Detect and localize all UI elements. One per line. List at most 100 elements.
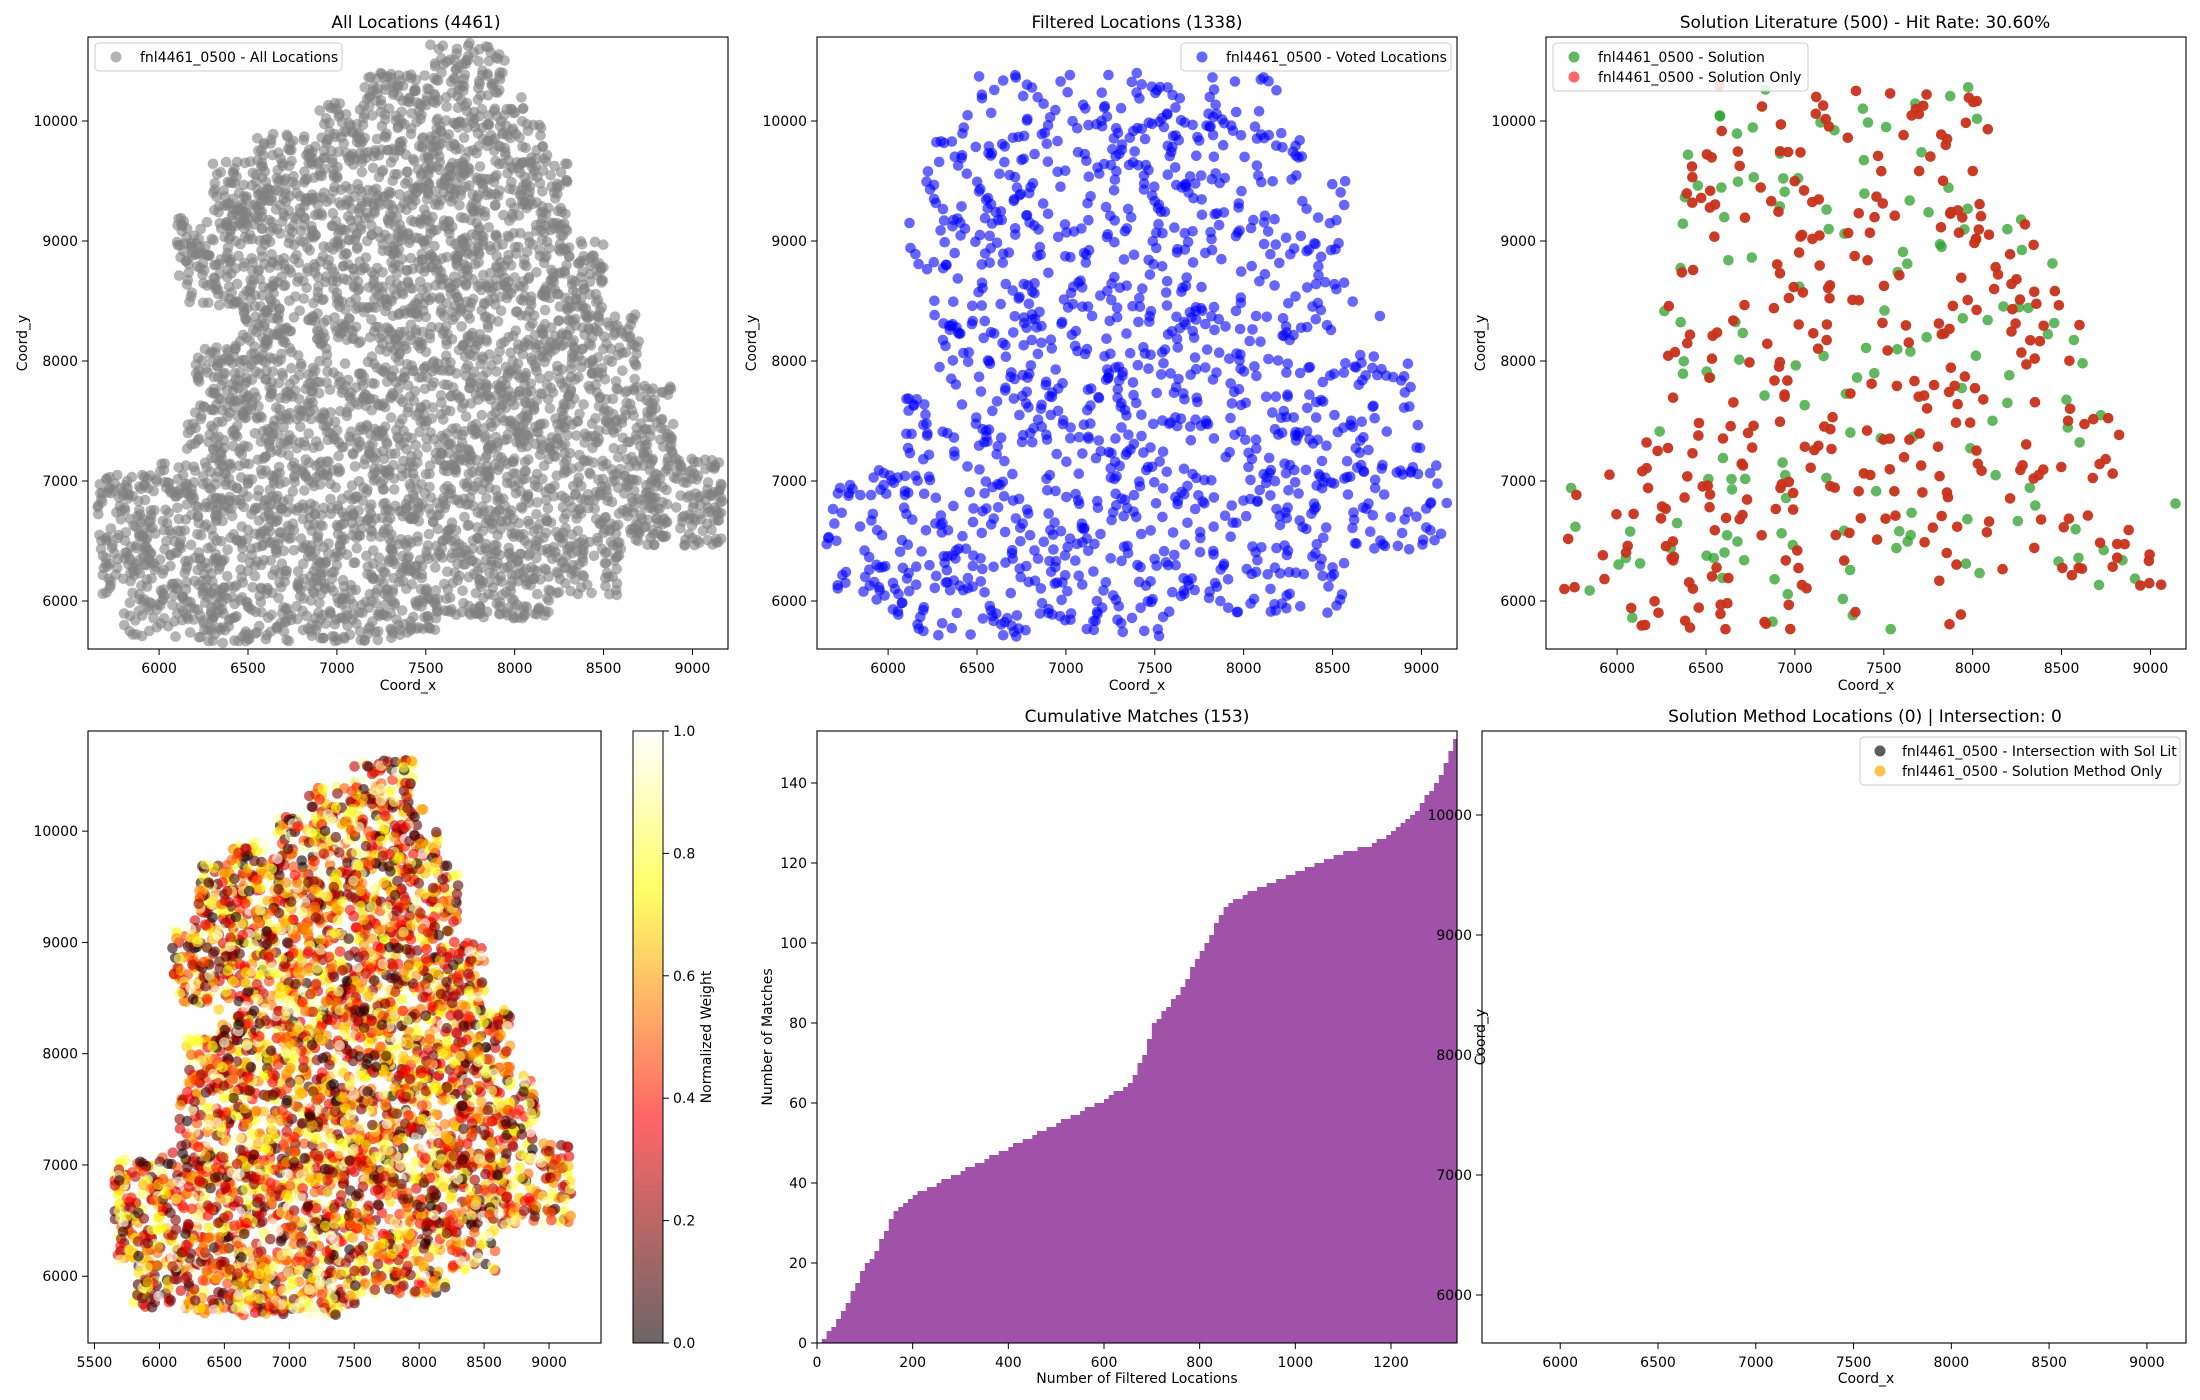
scatter-point — [600, 580, 611, 592]
scatter-point — [1226, 500, 1237, 511]
scatter-point — [399, 326, 410, 338]
scatter-point — [228, 385, 239, 397]
scatter-point — [449, 73, 461, 84]
scatter-point — [1091, 606, 1103, 618]
scatter-point — [290, 291, 301, 302]
scatter-point — [186, 509, 197, 520]
scatter-point — [528, 310, 540, 321]
scatter-point — [216, 416, 228, 428]
scatter-point — [329, 631, 341, 642]
scatter-point — [675, 464, 687, 476]
scatter-point — [412, 531, 423, 542]
scatter-point — [299, 213, 311, 224]
scatter-point — [553, 531, 565, 542]
scatter-point — [461, 246, 472, 257]
scatter-point — [505, 287, 517, 299]
scatter-point — [560, 577, 571, 589]
scatter-point — [283, 237, 295, 249]
scatter-point — [373, 398, 384, 410]
scatter-point — [198, 617, 209, 629]
scatter-point — [251, 627, 263, 638]
scatter-point — [507, 456, 518, 467]
scatter-point — [499, 500, 511, 512]
scatter-point — [515, 548, 527, 560]
scatter-point — [608, 427, 620, 438]
scatter-point — [331, 292, 343, 303]
scatter-point — [297, 624, 309, 636]
scatter-point — [292, 579, 304, 590]
scatter-point — [567, 315, 579, 327]
scatter-point — [505, 415, 517, 426]
scatter-point — [678, 476, 689, 488]
scatter-point — [218, 582, 230, 593]
scatter-point — [213, 299, 225, 311]
scatter-point — [235, 443, 246, 455]
scatter-point — [217, 404, 228, 416]
scatter-point — [481, 492, 492, 504]
scatter-point — [604, 524, 616, 535]
scatter-point — [586, 418, 598, 430]
scatter-point — [458, 132, 470, 143]
scatter-point — [205, 420, 217, 432]
scatter-point — [452, 252, 463, 264]
scatter-point — [572, 588, 584, 600]
scatter-point — [246, 359, 257, 370]
scatter-point — [556, 378, 567, 389]
scatter-point — [1150, 498, 1162, 509]
scatter-point — [195, 400, 206, 411]
scatter-point — [213, 466, 225, 478]
scatter-point — [319, 152, 331, 163]
scatter-point — [382, 300, 393, 312]
scatter-point — [411, 308, 423, 320]
scatter-point — [1015, 536, 1026, 547]
scatter-point — [472, 94, 484, 105]
scatter-point — [334, 98, 346, 109]
scatter-point — [454, 116, 466, 128]
scatter-point — [456, 94, 467, 106]
scatter-point — [195, 631, 206, 643]
scatter-point — [274, 174, 286, 186]
scatter-point — [496, 576, 508, 587]
scatter-point — [549, 160, 560, 172]
scatter-point — [499, 272, 511, 284]
scatter-point — [495, 256, 507, 268]
scatter-point — [317, 520, 328, 531]
scatter-point — [573, 559, 585, 570]
scatter-point — [1145, 525, 1156, 536]
scatter-point — [145, 505, 157, 516]
scatter-point — [266, 134, 277, 145]
scatter-point — [262, 183, 274, 194]
scatter-point — [273, 592, 284, 604]
scatter-point — [596, 301, 608, 313]
scatter-point — [497, 128, 508, 140]
scatter-point — [217, 515, 228, 527]
scatter-point — [390, 115, 402, 126]
scatter-point — [312, 199, 324, 211]
scatter-point — [1029, 148, 1040, 160]
scatter-point — [464, 349, 476, 360]
scatter-point — [182, 611, 193, 622]
scatter-point — [464, 492, 476, 504]
scatter-point — [322, 434, 334, 446]
scatter-point — [394, 418, 406, 430]
scatter-point — [507, 355, 519, 367]
scatter-point — [645, 458, 656, 470]
scatter-point — [267, 491, 278, 502]
scatter-point — [647, 383, 659, 394]
scatter-point — [538, 460, 550, 472]
scatter-point — [586, 587, 597, 599]
scatter-point — [506, 365, 518, 377]
scatter-point — [346, 517, 358, 529]
scatter-point — [180, 555, 191, 567]
scatter-point — [525, 580, 536, 591]
scatter-point — [423, 528, 435, 540]
scatter-point — [401, 561, 413, 572]
scatter-point — [329, 312, 340, 323]
scatter-point — [569, 343, 581, 355]
scatter-point — [474, 43, 485, 55]
scatter-point — [405, 252, 417, 264]
scatter-point — [1149, 553, 1160, 565]
scatter-point — [214, 393, 225, 405]
scatter-point — [686, 520, 698, 531]
scatter-point — [987, 405, 998, 417]
